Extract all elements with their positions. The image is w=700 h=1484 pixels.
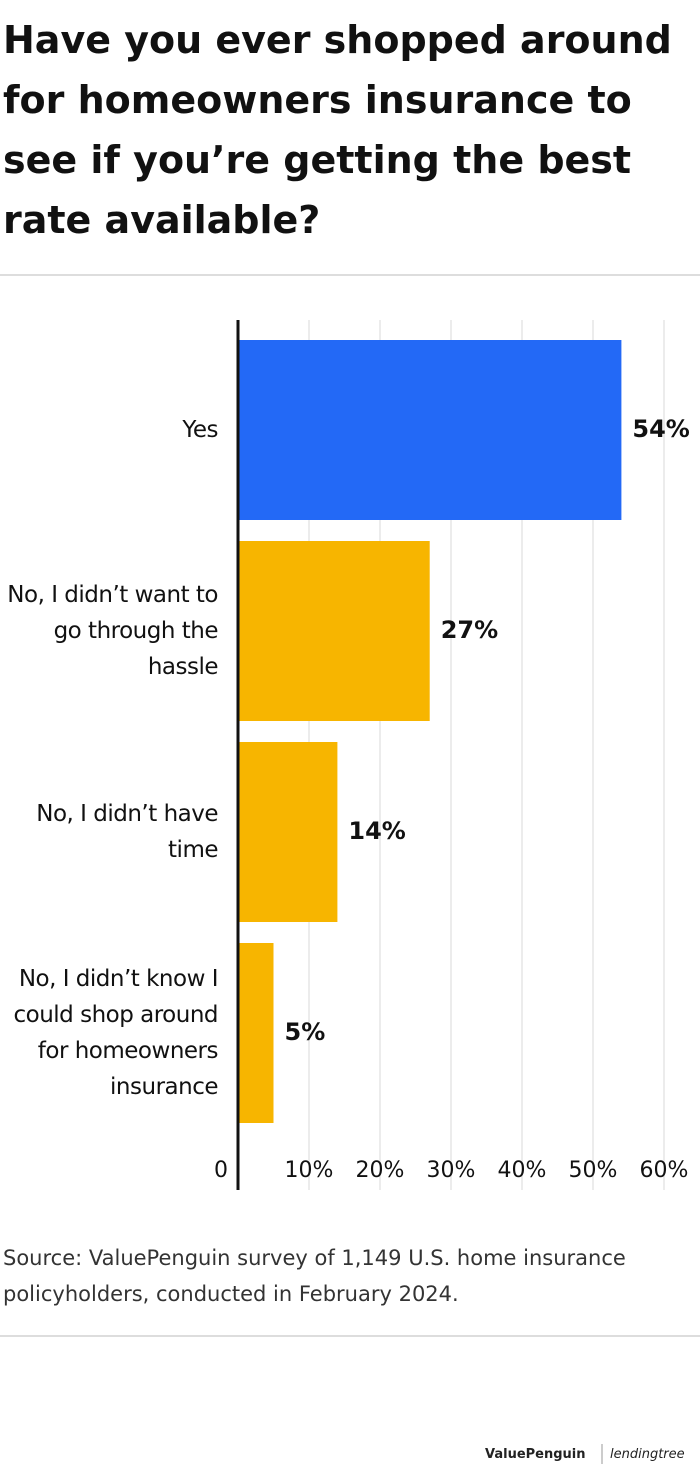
value-label: 14% [348, 817, 405, 845]
x-tick-label: 20% [356, 1158, 405, 1183]
x-tick-label: 10% [285, 1158, 334, 1183]
value-label: 54% [632, 415, 689, 443]
category-label: Yes [182, 417, 218, 443]
category-label: No, I didn’t want to go through the hass… [7, 582, 218, 680]
value-label: 27% [441, 616, 498, 644]
bar [238, 742, 338, 922]
x-tick-label: 0 [214, 1158, 228, 1183]
bar [238, 943, 274, 1123]
value-label: 5% [285, 1018, 326, 1046]
source-note: Source: ValuePenguin survey of 1,149 U.S… [3, 1246, 626, 1306]
category-label: No, I didn’t know I could shop around fo… [13, 966, 218, 1100]
chart-title: Have you ever shopped around for homeown… [3, 18, 672, 242]
x-tick-label: 40% [498, 1158, 547, 1183]
bar [238, 340, 622, 520]
x-tick-label: 50% [569, 1158, 618, 1183]
brand-logo: ValuePenguin [485, 1447, 586, 1462]
x-tick-label: 60% [640, 1158, 689, 1183]
bar [238, 541, 430, 721]
category-label: No, I didn’t have time [36, 801, 218, 863]
x-tick-label: 30% [427, 1158, 476, 1183]
brand-logo: lendingtree [610, 1447, 685, 1462]
